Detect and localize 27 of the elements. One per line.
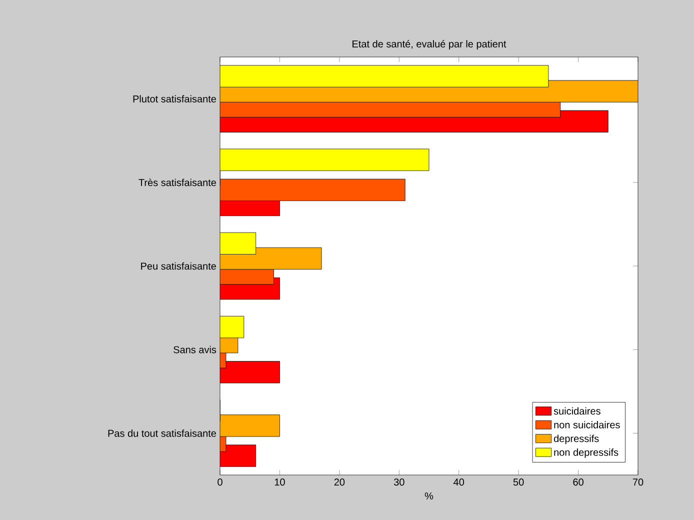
chart-title: Etat de santé, evalué par le patient [352, 40, 506, 50]
bar [220, 316, 244, 338]
legend-label: depressifs [554, 434, 599, 444]
x-tick-label: 20 [334, 478, 345, 486]
bar [220, 444, 256, 467]
x-tick-label: 70 [632, 478, 644, 486]
y-tick-label: Très satisfaisante [138, 178, 216, 186]
y-tick-label: Sans avis [174, 346, 216, 354]
legend-label: non suicidaires [554, 421, 620, 428]
bar [220, 178, 406, 201]
x-tick-label: 50 [513, 478, 524, 486]
bar [220, 361, 280, 384]
bar [220, 414, 280, 437]
y-tick-label: Peu satisfaisante [141, 262, 216, 270]
x-tick-label: 0 [218, 478, 222, 486]
y-tick-label: Pas du tout satisfaisante [108, 430, 216, 437]
x-axis-title: % [424, 492, 434, 500]
legend-label: suicidaires [554, 407, 600, 415]
x-tick-label: 30 [394, 478, 404, 486]
legend-label: non depressifs [554, 448, 618, 458]
y-tick-label: Plutot satisfaisante [133, 95, 216, 102]
x-tick-label: 10 [274, 478, 285, 486]
bar [220, 65, 549, 88]
x-tick-label: 60 [573, 478, 584, 486]
bar [220, 148, 430, 171]
x-tick-label: 40 [454, 478, 464, 486]
bar [220, 232, 256, 254]
